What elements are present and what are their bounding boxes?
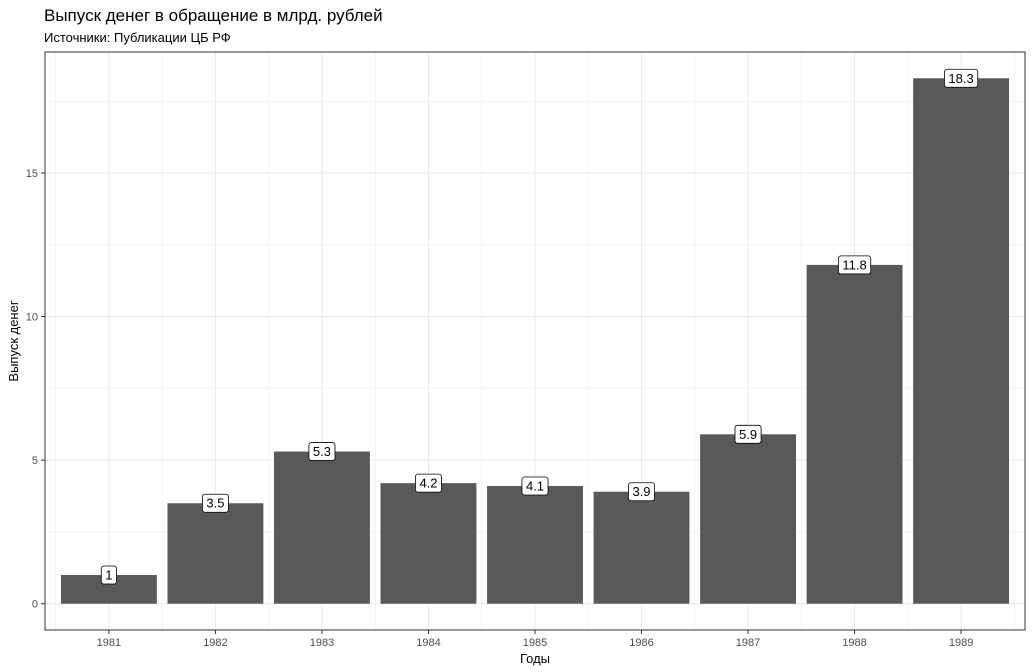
data-label-1984: 4.2 — [415, 473, 442, 493]
data-label-text: 5.9 — [739, 427, 757, 442]
data-label-text: 18.3 — [948, 71, 973, 86]
x-tick-label: 1982 — [203, 637, 227, 649]
bar-1989 — [913, 78, 1010, 604]
data-label-1988: 11.8 — [837, 255, 872, 275]
data-label-1985: 4.1 — [521, 476, 549, 496]
bar-1982 — [167, 503, 264, 604]
x-axis-title: Годы — [520, 651, 550, 666]
x-tick-label: 1987 — [736, 637, 760, 649]
x-tick-label: 1985 — [523, 637, 547, 649]
bar-1987 — [700, 434, 796, 604]
data-label-text: 3.5 — [206, 496, 224, 511]
chart-title: Выпуск денег в обращение в млрд. рублей — [44, 6, 383, 25]
bar-1983 — [274, 451, 370, 604]
data-label-text: 1 — [105, 568, 112, 583]
bar-1986 — [593, 491, 690, 604]
chart-subtitle: Источники: Публикации ЦБ РФ — [44, 30, 231, 45]
data-label-1982: 3.5 — [201, 493, 229, 513]
data-label-text: 5.3 — [313, 444, 331, 459]
x-tick-label: 1986 — [629, 637, 653, 649]
data-labels: 1 3.5 5.3 4.2 4.1 3.9 5.9 11.8 18.3 — [100, 68, 979, 585]
x-tick-label: 1989 — [949, 637, 973, 649]
x-tick-label: 1984 — [416, 637, 440, 649]
bar-1985 — [487, 486, 583, 604]
bar-1988 — [806, 264, 903, 604]
y-tick-label: 10 — [26, 312, 38, 324]
data-label-text: 4.1 — [526, 479, 544, 494]
data-label-text: 4.2 — [419, 476, 437, 491]
data-label-1986: 3.9 — [628, 482, 655, 502]
y-tick-label: 15 — [26, 168, 38, 180]
x-axis: 1981 1982 1983 1984 1985 1986 1987 1988 1989 — [97, 630, 973, 649]
x-tick-label: 1988 — [842, 637, 866, 649]
x-tick-label: 1981 — [97, 637, 121, 649]
x-tick-label: 1983 — [310, 637, 334, 649]
bar-1984 — [380, 483, 477, 604]
data-label-1989: 18.3 — [944, 68, 979, 88]
data-label-text: 3.9 — [632, 484, 650, 499]
data-label-text: 11.8 — [842, 257, 866, 272]
y-axis-title: Выпуск денег — [6, 300, 21, 381]
data-label-1987: 5.9 — [734, 424, 762, 444]
y-tick-label: 0 — [32, 599, 38, 611]
y-tick-label: 5 — [32, 455, 38, 467]
bars — [60, 78, 1010, 604]
data-label-1981: 1 — [100, 565, 117, 585]
data-label-1983: 5.3 — [308, 442, 336, 461]
y-axis: 0 5 10 15 — [26, 168, 45, 611]
